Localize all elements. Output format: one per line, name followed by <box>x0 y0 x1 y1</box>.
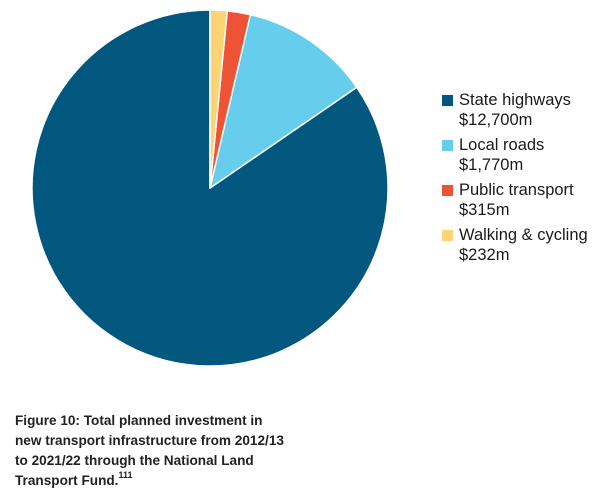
legend-label-state-highways: State highways <box>459 91 571 109</box>
figure-caption: Figure 10: Total planned investment in n… <box>15 411 285 491</box>
legend-item-local-roads: Local roads $1,770m <box>442 135 612 175</box>
legend-item-walking-cycling: Walking & cycling $232m <box>442 225 612 265</box>
caption-footnote: 111 <box>118 470 133 481</box>
legend-item-public-transport: Public transport $315m <box>442 180 612 220</box>
legend-value-walking-cycling: $232m <box>459 246 510 264</box>
legend-value-state-highways: $12,700m <box>459 111 533 129</box>
legend-label-local-roads: Local roads <box>459 136 545 154</box>
legend-item-state-highways: State highways $12,700m <box>442 90 612 130</box>
legend-swatch-public-transport <box>442 185 453 196</box>
legend: State highways $12,700m Local roads $1,7… <box>442 90 612 270</box>
legend-label-public-transport: Public transport <box>459 181 574 199</box>
legend-label-walking-cycling: Walking & cycling <box>459 226 588 244</box>
legend-swatch-local-roads <box>442 140 453 151</box>
legend-swatch-walking-cycling <box>442 230 453 241</box>
caption-text: Figure 10: Total planned investment in n… <box>15 413 284 488</box>
legend-value-local-roads: $1,770m <box>459 156 524 174</box>
pie-slice-walking-cycling <box>209 9 228 189</box>
legend-value-public-transport: $315m <box>459 201 510 219</box>
legend-swatch-state-highways <box>442 95 453 106</box>
pie-slice-local-roads <box>209 13 358 189</box>
